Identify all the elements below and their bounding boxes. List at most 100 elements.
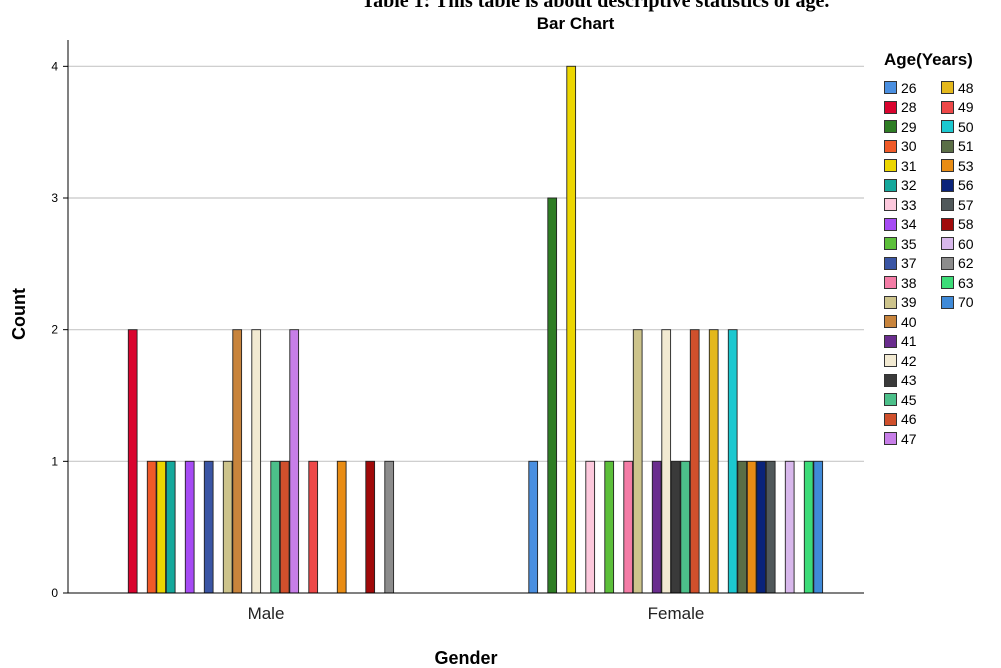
- bar-male-age-53: [336, 460, 347, 594]
- bar-male-age-39: [222, 460, 233, 594]
- bar-male-age-47: [289, 329, 300, 594]
- legend-label: 60: [958, 235, 974, 252]
- legend-swatch: [941, 198, 954, 212]
- legend-item: 28: [884, 98, 941, 118]
- legend-item: 33: [884, 195, 941, 215]
- legend-swatch: [884, 198, 897, 212]
- bar-male-age-40: [232, 329, 243, 594]
- bar-female-age-50: [727, 329, 738, 594]
- legend-swatch: [941, 159, 954, 173]
- legend-label: 46: [901, 411, 917, 428]
- legend-label: 32: [901, 177, 917, 194]
- legend-item: 38: [884, 273, 941, 293]
- legend-label: 62: [958, 255, 974, 272]
- legend-item: 37: [884, 254, 941, 274]
- legend-swatch: [941, 237, 954, 251]
- legend-item: 51: [941, 137, 998, 157]
- legend-label: 35: [901, 235, 917, 252]
- legend-title: Age(Years): [884, 50, 973, 69]
- bar-female-age-42: [661, 329, 672, 594]
- y-axis-label: Count: [9, 288, 29, 340]
- legend-item: 63: [941, 273, 998, 293]
- chart-title: Bar Chart: [536, 14, 615, 33]
- legend-label: 34: [901, 216, 917, 233]
- legend-item: 60: [941, 234, 998, 254]
- legend-item: 32: [884, 176, 941, 196]
- legend-swatch: [941, 120, 954, 134]
- legend-item: 45: [884, 390, 941, 410]
- bar-female-age-60: [784, 460, 795, 594]
- legend-label: 40: [901, 313, 917, 330]
- legend-swatch: [941, 276, 954, 290]
- legend-items: 26 28 29 30 31 32 33 34 35 37 38 39 40 41 42 43 45 46 47 48…: [884, 78, 1001, 449]
- bar-female-age-56: [756, 460, 767, 594]
- bar-female-age-35: [604, 460, 615, 594]
- legend-label: 43: [901, 372, 917, 389]
- legend-swatch: [884, 237, 897, 251]
- legend-item: 26: [884, 78, 941, 98]
- legend-label: 48: [958, 79, 974, 96]
- legend-swatch: [884, 120, 897, 134]
- legend-label: 29: [901, 118, 917, 135]
- legend-swatch: [884, 217, 897, 231]
- figure-caption: Table 1: This table is about descriptive…: [361, 0, 830, 12]
- legend-swatch: [884, 100, 897, 114]
- bar-male-age-28: [127, 329, 138, 594]
- gridlines: [68, 65, 864, 462]
- legend-item: 58: [941, 215, 998, 235]
- bar-female-age-70: [813, 460, 824, 594]
- bar-male-age-31: [156, 460, 167, 594]
- tick-labels: 0 1 2 3 4 Male Female: [51, 59, 704, 623]
- legend-label: 50: [958, 118, 974, 135]
- legend-label: 26: [901, 79, 917, 96]
- x-tick-label: Male: [248, 604, 285, 623]
- legend-item: 47: [884, 429, 941, 449]
- bar-female-age-26: [528, 460, 539, 594]
- legend-swatch: [884, 178, 897, 192]
- legend-swatch: [941, 217, 954, 231]
- legend: Age(Years) 26 28 29 30 31 32 33 34 35 37 38 39 40 41 4…: [884, 50, 1001, 449]
- legend-item: 50: [941, 117, 998, 137]
- legend-item: 56: [941, 176, 998, 196]
- legend-swatch: [941, 100, 954, 114]
- legend-label: 47: [901, 430, 917, 447]
- legend-label: 45: [901, 391, 917, 408]
- legend-swatch: [941, 139, 954, 153]
- legend-label: 31: [901, 157, 917, 174]
- bar-male-age-30: [146, 460, 157, 594]
- legend-label: 39: [901, 294, 917, 311]
- legend-label: 41: [901, 333, 917, 350]
- legend-label: 38: [901, 274, 917, 291]
- bar-male-age-45: [270, 460, 281, 594]
- y-tick-label: 4: [51, 59, 58, 73]
- bar-female-age-31: [566, 65, 577, 594]
- legend-swatch: [884, 373, 897, 387]
- legend-label: 70: [958, 294, 974, 311]
- legend-swatch: [884, 276, 897, 290]
- bar-female-age-41: [651, 460, 662, 594]
- legend-item: 34: [884, 215, 941, 235]
- bar-female-age-51: [737, 460, 748, 594]
- legend-label: 28: [901, 99, 917, 116]
- bar-male-age-42: [251, 329, 262, 594]
- bar-female-age-29: [547, 197, 558, 594]
- legend-item: 48: [941, 78, 998, 98]
- legend-item: 40: [884, 312, 941, 332]
- legend-label: 42: [901, 352, 917, 369]
- y-tick-label: 1: [51, 454, 58, 468]
- legend-item: 41: [884, 332, 941, 352]
- legend-label: 58: [958, 216, 974, 233]
- legend-swatch: [884, 412, 897, 426]
- legend-item: 35: [884, 234, 941, 254]
- legend-swatch: [884, 315, 897, 329]
- legend-swatch: [884, 81, 897, 95]
- legend-item: 43: [884, 371, 941, 391]
- legend-swatch: [941, 81, 954, 95]
- legend-item: 46: [884, 410, 941, 430]
- bar-female-age-53: [746, 460, 757, 594]
- legend-label: 53: [958, 157, 974, 174]
- legend-swatch: [884, 432, 897, 446]
- bar-female-age-48: [708, 329, 719, 594]
- bar-male-age-62: [384, 460, 395, 594]
- legend-label: 57: [958, 196, 974, 213]
